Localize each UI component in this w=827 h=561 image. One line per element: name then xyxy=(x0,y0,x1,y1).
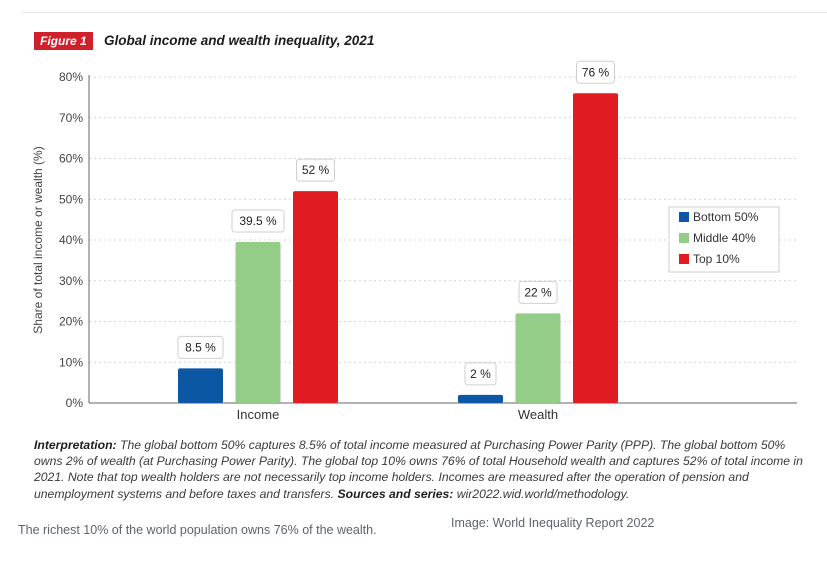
interpretation-lead: Interpretation: xyxy=(34,438,117,452)
sources-lead: Sources and series: xyxy=(337,486,454,501)
data-label: 8.5 % xyxy=(185,340,216,354)
data-label: 76 % xyxy=(582,65,610,79)
data-label-box xyxy=(296,158,335,182)
y-axis-title: Share of total income or wealth (%) xyxy=(31,146,45,333)
y-tick-label: 80% xyxy=(59,70,83,84)
legend-label: Middle 40% xyxy=(693,231,756,245)
x-category-label: Wealth xyxy=(518,407,558,422)
legend-label: Top 10% xyxy=(693,252,740,266)
image-credit: Image: World Inequality Report 2022 xyxy=(451,516,655,530)
data-label-box xyxy=(518,280,558,304)
bar xyxy=(458,394,503,403)
y-tick-label: 40% xyxy=(59,233,83,247)
data-label-box xyxy=(177,335,224,359)
interpretation-note: Interpretation: The global bottom 50% ca… xyxy=(34,437,810,502)
interpretation-body: The global bottom 50% captures 8.5% of t… xyxy=(34,438,803,501)
figure-title: Global income and wealth inequality, 202… xyxy=(104,33,375,48)
legend-label: Bottom 50% xyxy=(693,210,759,224)
data-label-box xyxy=(464,362,497,386)
y-tick-label: 60% xyxy=(59,152,83,166)
bar xyxy=(573,93,618,404)
y-tick-label: 20% xyxy=(59,315,83,329)
bar xyxy=(515,313,561,403)
legend-swatch xyxy=(679,212,689,222)
y-tick-label: 50% xyxy=(59,192,83,206)
x-category-label: Income xyxy=(237,407,280,422)
bar xyxy=(293,191,338,403)
bar xyxy=(178,368,223,403)
figure-badge: Figure 1 xyxy=(34,32,93,50)
data-label: 52 % xyxy=(302,163,330,177)
data-label: 39.5 % xyxy=(239,214,277,228)
y-tick-label: 30% xyxy=(59,274,83,288)
data-label: 22 % xyxy=(524,285,552,299)
data-label-box xyxy=(576,60,615,84)
image-caption: The richest 10% of the world population … xyxy=(18,523,377,537)
y-tick-label: 10% xyxy=(59,355,83,369)
bar-chart: 0% 10% 20% 30% 40% 50% 60% 70% 80% Share of total… xyxy=(31,60,797,422)
data-label-box xyxy=(231,209,285,233)
legend-swatch xyxy=(679,254,689,264)
sources-body: wir2022.wid.world/methodology. xyxy=(453,486,630,501)
top-divider xyxy=(22,12,827,13)
bar xyxy=(235,242,281,403)
legend-swatch xyxy=(679,233,689,243)
y-tick-label: 70% xyxy=(59,111,83,125)
y-tick-label: 0% xyxy=(66,396,84,410)
data-label: 2 % xyxy=(470,367,491,381)
